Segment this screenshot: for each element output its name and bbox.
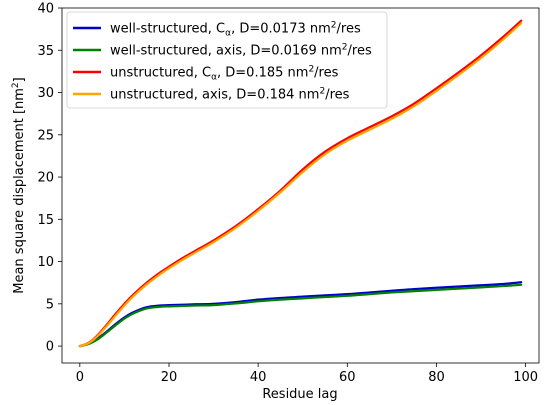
y-tick-label: 25 <box>37 128 54 143</box>
series-line-2 <box>78 283 523 348</box>
y-tick-label: 15 <box>37 213 54 228</box>
legend-label-2: well-structured, axis, D=0.0169 nm2/res <box>110 43 372 59</box>
y-axis-label: Mean square displacement [nm2] <box>11 77 27 294</box>
y-tick-label: 30 <box>37 86 54 101</box>
legend-label-1: well-structured, Cα, D=0.0173 nm2/res <box>110 21 361 39</box>
y-tick-label: 35 <box>37 44 54 59</box>
plot-frame <box>61 7 540 364</box>
x-tick-label: 60 <box>339 370 356 385</box>
x-tick-label: 20 <box>161 370 178 385</box>
series-line-3 <box>78 19 523 348</box>
y-tick-label: 10 <box>37 255 54 270</box>
legend: well-structured, Cα, D=0.0173 nm2/res wel… <box>66 11 388 109</box>
x-tick-label: 100 <box>513 370 538 385</box>
x-axis-label: Residue lag <box>262 387 337 402</box>
x-axis-ticks: 0 20 40 60 80 100 <box>76 363 538 385</box>
legend-label-3: unstructured, Cα, D=0.185 nm2/res <box>110 65 339 83</box>
y-axis-ticks: 0 5 10 15 20 25 30 35 40 <box>37 2 62 355</box>
x-tick-label: 40 <box>250 370 267 385</box>
x-tick-label: 0 <box>76 370 84 385</box>
legend-label-4: unstructured, axis, D=0.184 nm2/res <box>110 87 350 103</box>
y-tick-label: 0 <box>46 340 54 355</box>
series-layer <box>78 19 523 348</box>
y-tick-label: 5 <box>46 297 54 312</box>
y-tick-label: 40 <box>37 2 54 17</box>
x-tick-label: 80 <box>428 370 445 385</box>
legend-box <box>66 11 388 109</box>
series-line-4 <box>78 22 523 348</box>
y-tick-label: 20 <box>37 171 54 186</box>
